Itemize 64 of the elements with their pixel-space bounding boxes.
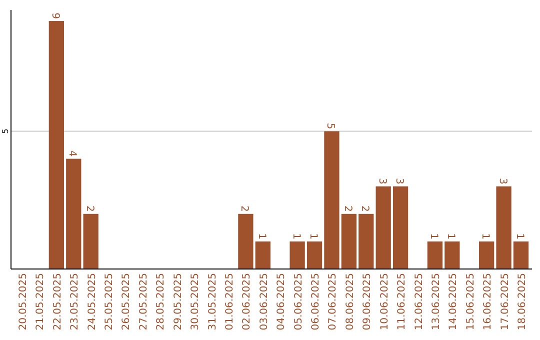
data-label: 9 [49, 12, 60, 20]
data-label: 2 [84, 206, 95, 212]
data-label: 3 [496, 178, 508, 184]
x-tick-label: 07.06.2025 [328, 273, 339, 330]
x-tick-label: 09.06.2025 [362, 273, 374, 330]
x-tick-label: 20.05.2025 [18, 273, 30, 330]
x-tick-label: 26.05.2025 [121, 273, 132, 330]
data-label: 3 [394, 178, 405, 184]
bar [306, 241, 322, 269]
x-tick-label: 08.06.2025 [344, 273, 356, 330]
bar [427, 241, 443, 269]
x-tick-label: 25.05.2025 [104, 273, 116, 330]
bar [444, 241, 460, 269]
data-label: 1 [256, 233, 267, 240]
x-tick-label: 31.05.2025 [207, 273, 218, 330]
x-tick-label: 22.05.2025 [52, 273, 64, 330]
data-label: 1 [445, 233, 456, 240]
x-tick-label: 29.05.2025 [172, 273, 184, 330]
x-tick-label: 21.05.2025 [35, 273, 46, 330]
data-label: 1 [308, 233, 319, 240]
x-tick-label: 16.06.2025 [482, 273, 494, 330]
data-label: 2 [342, 206, 353, 212]
x-tick-label: 06.06.2025 [310, 273, 322, 330]
x-tick-label: 23.05.2025 [70, 273, 81, 330]
x-tick-label: 15.06.2025 [465, 273, 476, 330]
bar [238, 214, 254, 269]
x-tick-label: 12.06.2025 [414, 273, 425, 330]
x-tick-label: 05.06.2025 [293, 273, 304, 330]
bar [83, 214, 98, 269]
x-tick-label: 14.06.2025 [448, 273, 460, 330]
bar [324, 131, 340, 269]
data-label: 5 [324, 122, 336, 130]
bar [48, 21, 64, 269]
x-tick-label: 11.06.2025 [396, 273, 408, 330]
data-label: 4 [66, 150, 78, 157]
data-label: 1 [428, 233, 439, 240]
data-label: 2 [359, 206, 370, 212]
bar [290, 241, 305, 269]
x-tick-label: 02.06.2025 [242, 273, 253, 330]
bar [513, 241, 529, 269]
data-label: 2 [238, 206, 250, 212]
bar [392, 186, 408, 269]
x-tick-label: 10.06.2025 [379, 273, 390, 330]
bar [255, 241, 270, 269]
data-label: 1 [480, 233, 491, 240]
bar [341, 214, 356, 269]
bar [496, 186, 512, 269]
x-tick-label: 17.06.2025 [500, 273, 511, 330]
x-tick-label: 18.06.2025 [516, 273, 528, 330]
bar [66, 158, 82, 269]
bar [479, 241, 494, 269]
x-tick-label: 27.05.2025 [138, 273, 150, 330]
bar [376, 186, 391, 269]
x-tick-label: 04.06.2025 [276, 273, 288, 330]
x-tick-label: 01.06.2025 [224, 273, 236, 330]
data-label: 3 [376, 178, 388, 184]
x-tick-label: 30.05.2025 [190, 273, 202, 330]
x-tick-label: 03.06.2025 [258, 273, 270, 330]
data-label: 1 [290, 233, 302, 240]
x-tick-label: 24.05.2025 [86, 273, 98, 330]
data-label: 1 [514, 233, 525, 240]
x-tick-label: 13.06.2025 [430, 273, 442, 330]
x-tick-label: 28.05.2025 [156, 273, 167, 330]
bar [358, 214, 374, 269]
